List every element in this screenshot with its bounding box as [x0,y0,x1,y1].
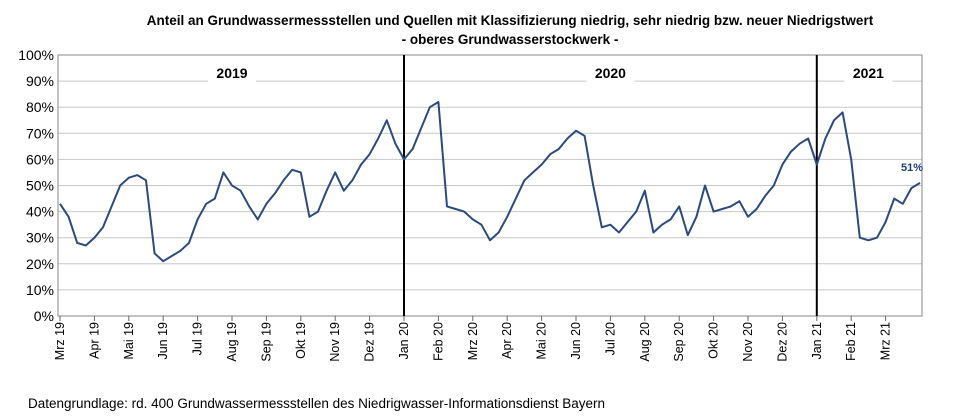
x-tick-label: Jul 20 [603,322,617,355]
x-tick-label: Nov 20 [741,322,755,362]
y-tick-label: 30% [26,230,54,246]
year-label-box [844,63,893,83]
year-label: 2019 [216,65,247,81]
x-tick-label: Jul 19 [191,322,205,355]
y-tick-label: 80% [26,99,54,115]
y-tick-label: 70% [26,125,54,141]
chart-subtitle: - oberes Grundwasserstockwerk - [402,32,619,47]
y-tick-label: 90% [26,73,54,89]
year-label: 2020 [595,65,626,81]
x-tick-label: Okt 20 [707,322,721,359]
x-tick-label: Aug 20 [638,322,652,362]
x-tick-label: Jan 21 [810,322,824,360]
y-tick-label: 100% [18,47,54,63]
x-tick-label: Dez 19 [363,322,377,362]
x-tick-label: Dez 20 [775,322,789,362]
y-tick-label: 20% [26,256,54,272]
x-tick-label: Sep 19 [259,322,273,362]
x-tick-label: Mrz 21 [879,322,893,360]
x-tick-label: Jan 20 [397,322,411,360]
data-line [59,101,921,263]
y-tick-label: 60% [26,151,54,167]
x-tick-label: Feb 21 [844,322,858,361]
y-tick-label: 50% [26,178,54,194]
x-tick-label: Okt 19 [294,322,308,359]
y-tick-label: 10% [26,282,54,298]
x-tick-label: Nov 19 [328,322,342,362]
plot-frame [57,54,923,317]
chart-title: Anteil an Grundwassermessstellen und Que… [147,13,874,28]
x-tick-label: Jun 19 [156,322,170,360]
y-tick-label: 0% [34,308,54,324]
x-tick-label: Mrz 19 [53,322,67,360]
x-tick-label: Jun 20 [569,322,583,360]
x-tick-label: Feb 20 [431,322,445,361]
x-tick-label: Mai 19 [122,322,136,360]
year-label-box [586,63,635,83]
x-tick-label: Sep 20 [672,322,686,362]
y-tick-label: 40% [26,204,54,220]
x-tick-label: Aug 19 [225,322,239,362]
data-label: 51% [901,162,923,174]
x-tick-label: Apr 19 [87,322,101,359]
x-tick-label: Mai 20 [535,322,549,360]
year-label-box [208,63,256,83]
year-label: 2021 [853,65,884,81]
x-tick-label: Apr 20 [500,322,514,359]
source-note: Datengrundlage: rd. 400 Grundwassermesss… [28,396,605,411]
x-tick-label: Mrz 20 [466,322,480,360]
